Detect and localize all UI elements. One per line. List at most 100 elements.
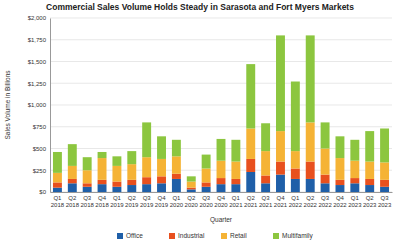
grid-line bbox=[50, 83, 392, 84]
y-tick-label: $1,000 bbox=[28, 102, 47, 108]
x-tick-label-line: Q2 bbox=[187, 195, 196, 201]
legend-label: Retail bbox=[230, 232, 247, 239]
bar bbox=[380, 180, 389, 187]
bar bbox=[112, 187, 121, 192]
bar bbox=[127, 151, 136, 164]
x-tick-label-line: Q2 bbox=[366, 195, 375, 201]
bar bbox=[291, 151, 300, 168]
bar bbox=[335, 185, 344, 192]
bar bbox=[231, 140, 240, 162]
x-tick: Q22023 bbox=[363, 192, 377, 208]
x-axis: Q12018Q22018Q32018Q42018Q12019Q22019Q320… bbox=[51, 192, 393, 208]
y-tick-label: $1,500 bbox=[28, 59, 47, 65]
bar bbox=[276, 35, 285, 131]
bar bbox=[335, 136, 344, 158]
x-tick-label: Q12023 bbox=[348, 195, 362, 208]
bar bbox=[142, 177, 151, 184]
y-tick-label: $1,250 bbox=[28, 81, 47, 87]
x-tick-label: Q12020 bbox=[170, 195, 184, 208]
y-tick: $2,000 bbox=[28, 15, 50, 21]
bar bbox=[217, 161, 226, 178]
x-tick: Q32022 bbox=[318, 192, 332, 208]
x-tick-label: Q12022 bbox=[289, 195, 303, 208]
bar bbox=[321, 183, 330, 192]
bar bbox=[142, 122, 151, 157]
y-axis-title: Sales Volume in Billions bbox=[4, 70, 11, 140]
x-tick: Q12023 bbox=[348, 192, 362, 208]
plot: $0$250$500$750$1,000$1,250$1,500$1,750$2… bbox=[28, 15, 393, 208]
bar bbox=[172, 179, 181, 192]
grid-line bbox=[50, 18, 392, 19]
x-tick-label-line: Q2 bbox=[247, 195, 256, 201]
y-tick-label: $250 bbox=[33, 168, 47, 174]
bar bbox=[321, 122, 330, 148]
x-tick-label-line: 2022 bbox=[289, 202, 303, 208]
bar bbox=[172, 156, 181, 173]
y-tick-label: $500 bbox=[33, 146, 47, 152]
x-tick-label: Q32018 bbox=[80, 195, 94, 208]
bar bbox=[202, 182, 211, 186]
bar bbox=[321, 149, 330, 175]
x-tick-label-line: Q3 bbox=[381, 195, 390, 201]
bar bbox=[53, 188, 62, 192]
bar bbox=[202, 169, 211, 183]
bar bbox=[142, 157, 151, 177]
x-tick-label-line: Q2 bbox=[128, 195, 137, 201]
bar bbox=[187, 188, 196, 190]
bar bbox=[53, 173, 62, 183]
y-tick: $750 bbox=[33, 124, 50, 130]
x-tick-label: Q12021 bbox=[229, 195, 243, 208]
bar bbox=[68, 144, 77, 166]
x-tick-label-line: 2022 bbox=[318, 202, 332, 208]
x-tick-label-line: Q1 bbox=[351, 195, 360, 201]
y-axis-line bbox=[50, 19, 51, 193]
bar bbox=[246, 64, 255, 128]
x-tick-label-line: Q4 bbox=[217, 195, 226, 201]
y-tick: $0 bbox=[39, 189, 50, 195]
bar bbox=[68, 179, 77, 183]
x-tick-label-line: 2020 bbox=[199, 202, 213, 208]
x-axis-line bbox=[51, 192, 393, 193]
x-tick-label: Q32021 bbox=[259, 195, 273, 208]
bar bbox=[350, 178, 359, 183]
x-tick: Q22019 bbox=[125, 192, 139, 208]
x-tick-label-line: 2019 bbox=[110, 202, 124, 208]
x-tick-label-line: 2018 bbox=[51, 202, 65, 208]
bar bbox=[83, 170, 92, 183]
x-tick: Q12018 bbox=[51, 192, 65, 208]
bar bbox=[276, 175, 285, 192]
x-tick-label: Q12018 bbox=[51, 195, 65, 208]
series-3 bbox=[53, 35, 389, 181]
y-axis: $0$250$500$750$1,000$1,250$1,500$1,750$2… bbox=[28, 15, 51, 195]
legend-swatch bbox=[273, 233, 279, 239]
bar bbox=[261, 175, 270, 183]
x-tick-label-line: Q3 bbox=[321, 195, 330, 201]
bar bbox=[187, 189, 196, 192]
x-tick: Q22021 bbox=[244, 192, 258, 208]
legend-swatch bbox=[221, 233, 227, 239]
x-tick: Q12022 bbox=[289, 192, 303, 208]
x-tick: Q42018 bbox=[95, 192, 109, 208]
x-tick: Q42020 bbox=[214, 192, 228, 208]
grid bbox=[50, 18, 392, 192]
bar bbox=[98, 184, 107, 192]
x-tick-label: Q22021 bbox=[244, 195, 258, 208]
bar bbox=[98, 158, 107, 180]
x-tick-label-line: 2018 bbox=[66, 202, 80, 208]
x-tick: Q32020 bbox=[199, 192, 213, 208]
bar bbox=[365, 185, 374, 192]
x-tick-label: Q22023 bbox=[363, 195, 377, 208]
x-tick-label-line: 2019 bbox=[155, 202, 169, 208]
bar bbox=[53, 182, 62, 187]
bar bbox=[276, 162, 285, 175]
legend-item: Multifamily bbox=[273, 232, 313, 240]
x-tick-label: Q42021 bbox=[274, 195, 288, 208]
bar bbox=[306, 162, 315, 179]
bar bbox=[217, 184, 226, 192]
x-tick: Q12020 bbox=[170, 192, 184, 208]
x-tick-label-line: Q3 bbox=[143, 195, 152, 201]
x-tick: Q32023 bbox=[378, 192, 392, 208]
bar bbox=[306, 122, 315, 161]
bar bbox=[380, 128, 389, 162]
x-tick-label-line: 2020 bbox=[185, 202, 199, 208]
